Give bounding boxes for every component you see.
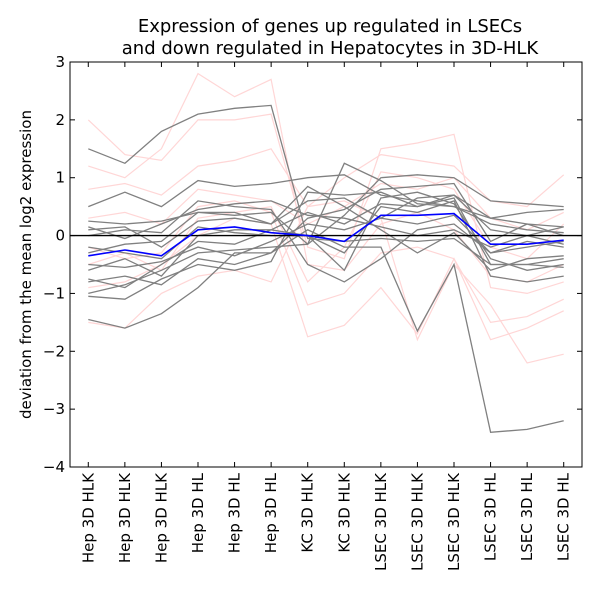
- x-tick-label: LSEC 3D HLK: [372, 472, 390, 571]
- y-axis-label: deviation from the mean log2 expression: [17, 110, 35, 419]
- gene-series-line-9: [88, 185, 564, 272]
- gene-series-line-5: [88, 174, 564, 295]
- y-tick-label: −4: [43, 458, 65, 476]
- background-series-line-5: [88, 217, 564, 341]
- gene-series-line-4: [88, 162, 564, 246]
- gene-series-line-8: [88, 197, 564, 277]
- background-series-line-1: [88, 72, 564, 283]
- x-tick-label: Hep 3D HL: [189, 472, 207, 553]
- x-tick-label: LSEC 3D HL: [482, 472, 500, 561]
- x-tick-label: LSEC 3D HLK: [408, 472, 426, 571]
- gene-series-line-13: [88, 191, 564, 272]
- x-tick-label: Hep 3D HLK: [152, 472, 170, 563]
- y-axis-ticks: −4 −3 −2 −1 0 1 2 3: [43, 53, 582, 476]
- y-tick-label: −2: [43, 342, 65, 360]
- y-tick-label: 2: [55, 111, 65, 129]
- y-tick-label: −1: [43, 284, 65, 302]
- x-tick-label: Hep 3D HL: [226, 472, 244, 553]
- gene-series-line-12: [88, 182, 564, 286]
- x-tick-label: Hep 3D HL: [262, 472, 280, 553]
- gene-series-line-14: [88, 191, 564, 300]
- y-tick-label: −3: [43, 400, 65, 418]
- x-axis-ticks: Hep 3D HLK Hep 3D HLK Hep 3D HLK Hep 3D HL H…: [79, 62, 573, 571]
- y-tick-label: 3: [55, 53, 65, 71]
- y-tick-label: 1: [55, 169, 65, 187]
- chart-title-line-1: Expression of genes up regulated in LSEC…: [138, 16, 522, 37]
- gene-series-line-11: [88, 200, 564, 283]
- mean-series-group: [88, 212, 564, 257]
- y-tick-label: 0: [55, 227, 65, 245]
- gene-series-line-3: [88, 174, 564, 234]
- x-tick-label: Hep 3D HLK: [79, 472, 97, 563]
- background-series-line-6: [88, 171, 565, 283]
- gene-series-group: [88, 104, 564, 433]
- x-tick-label: KC 3D HLK: [299, 472, 317, 553]
- background-series-line-7: [88, 177, 564, 231]
- background-series-line-4: [88, 148, 565, 208]
- x-tick-label: KC 3D HLK: [335, 472, 353, 553]
- plot-area-frame: [69, 61, 583, 468]
- gene-series-line-7: [88, 197, 564, 254]
- background-series-line-8: [88, 200, 564, 324]
- x-tick-label: LSEC 3D HLK: [445, 472, 463, 571]
- x-tick-label: Hep 3D HLK: [116, 472, 134, 563]
- gene-series-line-1: [88, 104, 564, 269]
- mean-series-line: [88, 212, 564, 257]
- chart-title-line-2: and down regulated in Hepatocytes in 3D-…: [122, 38, 540, 59]
- x-tick-label: LSEC 3D HL: [518, 472, 536, 561]
- x-tick-label: LSEC 3D HL: [555, 472, 573, 561]
- gene-series-line-10: [88, 194, 564, 269]
- gene-series-line-15: [88, 200, 564, 248]
